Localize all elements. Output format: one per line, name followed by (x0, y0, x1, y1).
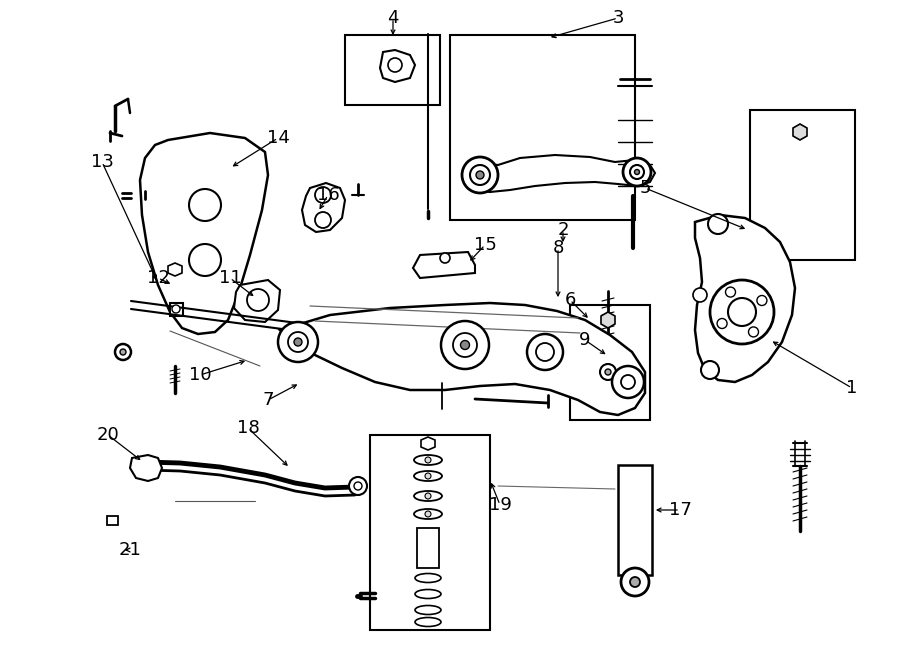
Circle shape (294, 338, 302, 346)
Ellipse shape (415, 574, 441, 582)
Polygon shape (107, 516, 118, 525)
Circle shape (621, 568, 649, 596)
Text: 21: 21 (119, 541, 141, 559)
Text: 6: 6 (564, 291, 576, 309)
Circle shape (425, 473, 431, 479)
Text: 3: 3 (612, 9, 624, 27)
Text: 12: 12 (147, 269, 169, 287)
Ellipse shape (414, 509, 442, 519)
Circle shape (612, 366, 644, 398)
Polygon shape (280, 303, 645, 415)
Ellipse shape (415, 605, 441, 615)
Polygon shape (468, 155, 655, 192)
Polygon shape (695, 215, 795, 382)
Circle shape (476, 171, 484, 179)
Circle shape (623, 158, 651, 186)
Circle shape (115, 344, 131, 360)
Circle shape (757, 295, 767, 305)
Circle shape (388, 58, 402, 72)
Text: 18: 18 (237, 419, 259, 437)
Circle shape (349, 477, 367, 495)
Circle shape (189, 244, 221, 276)
Circle shape (425, 493, 431, 499)
Text: 10: 10 (189, 366, 212, 384)
Bar (345, 35, 440, 105)
Polygon shape (413, 252, 475, 278)
Polygon shape (168, 263, 182, 276)
Text: 4: 4 (387, 9, 399, 27)
Circle shape (527, 334, 563, 370)
Circle shape (315, 212, 331, 228)
Text: 13: 13 (91, 153, 113, 171)
Text: 8: 8 (553, 239, 563, 257)
Polygon shape (302, 183, 345, 232)
Bar (750, 110, 855, 260)
Circle shape (749, 327, 759, 337)
Circle shape (634, 169, 640, 175)
Circle shape (693, 288, 707, 302)
Text: 15: 15 (473, 236, 497, 254)
Text: 2: 2 (557, 221, 569, 239)
Polygon shape (170, 303, 183, 316)
Circle shape (425, 511, 431, 517)
Circle shape (440, 253, 450, 263)
Polygon shape (380, 50, 415, 82)
Circle shape (425, 457, 431, 463)
Circle shape (701, 361, 719, 379)
Circle shape (710, 280, 774, 344)
Polygon shape (234, 280, 280, 322)
Bar (417, 528, 439, 568)
Circle shape (354, 482, 362, 490)
Circle shape (725, 287, 735, 297)
Circle shape (728, 298, 756, 326)
Circle shape (462, 157, 498, 193)
Bar (618, 465, 652, 575)
Circle shape (605, 369, 611, 375)
Polygon shape (421, 437, 435, 450)
Text: 14: 14 (266, 129, 290, 147)
Text: 20: 20 (96, 426, 120, 444)
Bar (370, 435, 490, 630)
Bar (570, 305, 650, 420)
Text: 1: 1 (846, 379, 858, 397)
Text: 16: 16 (317, 186, 339, 204)
Circle shape (708, 214, 728, 234)
Text: 11: 11 (219, 269, 241, 287)
Circle shape (630, 577, 640, 587)
Text: 9: 9 (580, 331, 590, 349)
Text: 5: 5 (639, 179, 651, 197)
Circle shape (600, 364, 616, 380)
Circle shape (621, 375, 635, 389)
Polygon shape (793, 124, 807, 140)
Circle shape (717, 319, 727, 329)
Circle shape (536, 343, 554, 361)
Circle shape (630, 165, 644, 179)
Circle shape (278, 322, 318, 362)
Circle shape (315, 187, 331, 203)
Polygon shape (140, 133, 268, 334)
Circle shape (453, 333, 477, 357)
Ellipse shape (415, 617, 441, 627)
Text: 19: 19 (489, 496, 511, 514)
Circle shape (120, 349, 126, 355)
Ellipse shape (414, 491, 442, 501)
Ellipse shape (414, 455, 442, 465)
Polygon shape (601, 312, 615, 328)
Text: 17: 17 (669, 501, 691, 519)
Circle shape (441, 321, 489, 369)
Circle shape (461, 340, 470, 350)
Circle shape (189, 189, 221, 221)
Circle shape (470, 165, 490, 185)
Circle shape (247, 289, 269, 311)
Ellipse shape (414, 471, 442, 481)
Text: 7: 7 (262, 391, 274, 409)
Circle shape (288, 332, 308, 352)
Circle shape (172, 305, 180, 313)
Bar (450, 35, 635, 220)
Polygon shape (130, 455, 162, 481)
Ellipse shape (415, 590, 441, 598)
